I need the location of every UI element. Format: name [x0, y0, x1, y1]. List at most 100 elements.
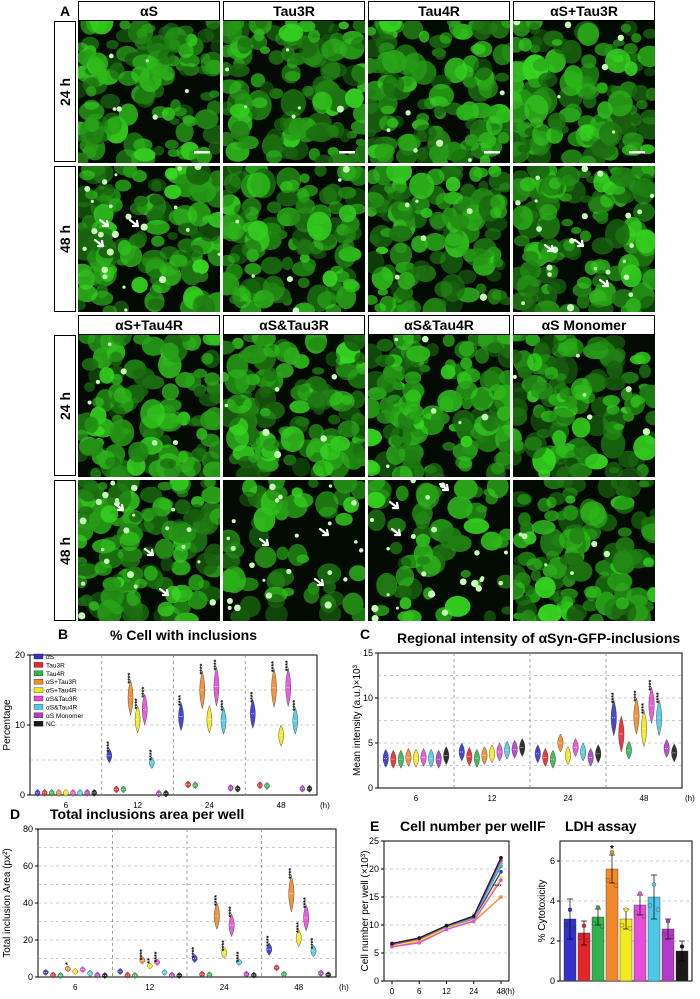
cell — [478, 132, 497, 149]
significance-label: **** — [611, 692, 618, 703]
cell — [368, 27, 377, 36]
cell — [179, 335, 191, 342]
inclusion — [498, 580, 504, 586]
cell — [545, 550, 560, 562]
legend-label: αS&Tau3R — [46, 696, 78, 703]
inclusion — [186, 527, 192, 533]
cell — [544, 510, 560, 522]
cell — [112, 414, 123, 425]
cell — [275, 363, 294, 378]
inclusion — [404, 202, 410, 208]
cell — [308, 29, 321, 43]
inclusion — [78, 612, 86, 620]
cell — [412, 260, 430, 274]
column-label: Tau4R — [368, 1, 510, 21]
cell — [564, 103, 582, 121]
violin — [228, 913, 235, 938]
x-tick-label: 48 — [277, 801, 286, 810]
inclusion — [471, 579, 479, 588]
inclusion — [593, 266, 598, 271]
cell — [223, 131, 234, 147]
y-tick-label: 5 — [374, 948, 379, 958]
x-axis-label: (h) — [685, 794, 695, 803]
arrow-icon — [438, 482, 450, 492]
cell — [244, 262, 262, 276]
inclusion — [249, 562, 255, 569]
inclusion — [546, 264, 553, 271]
cell — [637, 116, 655, 140]
cell — [179, 65, 194, 76]
cell — [289, 400, 311, 414]
cell — [567, 604, 588, 621]
violin — [264, 782, 270, 790]
legend-label: Tau3R — [46, 662, 65, 669]
violin — [542, 747, 549, 767]
legend-label: αS+Tau3R — [46, 679, 77, 686]
cell — [495, 424, 510, 453]
cell — [79, 118, 105, 146]
cell — [199, 410, 220, 430]
cell — [320, 59, 341, 81]
violin — [154, 958, 160, 966]
y-tick-label: 0 — [368, 783, 373, 793]
cell — [88, 601, 100, 611]
violin — [299, 784, 306, 793]
cell — [513, 439, 524, 452]
cell — [493, 257, 504, 268]
violin — [466, 747, 473, 766]
cell — [110, 335, 132, 347]
violin — [266, 942, 273, 956]
cell — [192, 272, 203, 283]
cell — [105, 456, 121, 468]
scale-bar — [484, 151, 500, 154]
inclusion — [171, 507, 176, 512]
cell — [452, 409, 475, 434]
violin — [220, 706, 227, 735]
cell — [266, 201, 282, 214]
cell — [530, 117, 543, 129]
cell — [579, 124, 594, 142]
cell — [368, 509, 386, 532]
cell — [322, 270, 338, 287]
cell — [161, 265, 182, 286]
cell — [565, 495, 576, 504]
cell — [273, 117, 291, 131]
cell — [558, 387, 576, 400]
cell — [202, 461, 220, 477]
x-tick-label: 12 — [442, 987, 451, 996]
significance-label: **** — [271, 661, 278, 672]
scale-bar — [629, 151, 645, 154]
cell — [226, 394, 252, 414]
cell — [161, 383, 179, 401]
cell — [435, 192, 452, 210]
inclusion — [547, 272, 552, 277]
cell — [172, 600, 191, 616]
cell — [287, 543, 308, 567]
violin — [519, 738, 526, 757]
cell — [223, 190, 235, 207]
inclusion — [427, 590, 436, 598]
cell — [164, 184, 182, 200]
violin — [191, 954, 198, 963]
y-tick-label: 2 — [550, 936, 555, 946]
cell — [631, 84, 650, 103]
cell — [274, 341, 299, 363]
microscopy-image — [368, 335, 510, 477]
cell — [534, 576, 556, 599]
cell — [200, 91, 215, 101]
cell — [376, 373, 398, 393]
cell — [561, 149, 583, 163]
cell — [469, 486, 484, 498]
inclusion — [127, 571, 135, 578]
violin — [420, 747, 427, 767]
inclusion — [122, 285, 126, 289]
cell — [223, 254, 235, 267]
cell — [354, 352, 365, 364]
cell — [260, 81, 274, 95]
cell — [406, 345, 431, 363]
cell — [342, 278, 358, 290]
cell — [609, 467, 620, 474]
replicate-point — [675, 951, 681, 957]
cell — [223, 272, 240, 296]
cell — [600, 429, 626, 459]
